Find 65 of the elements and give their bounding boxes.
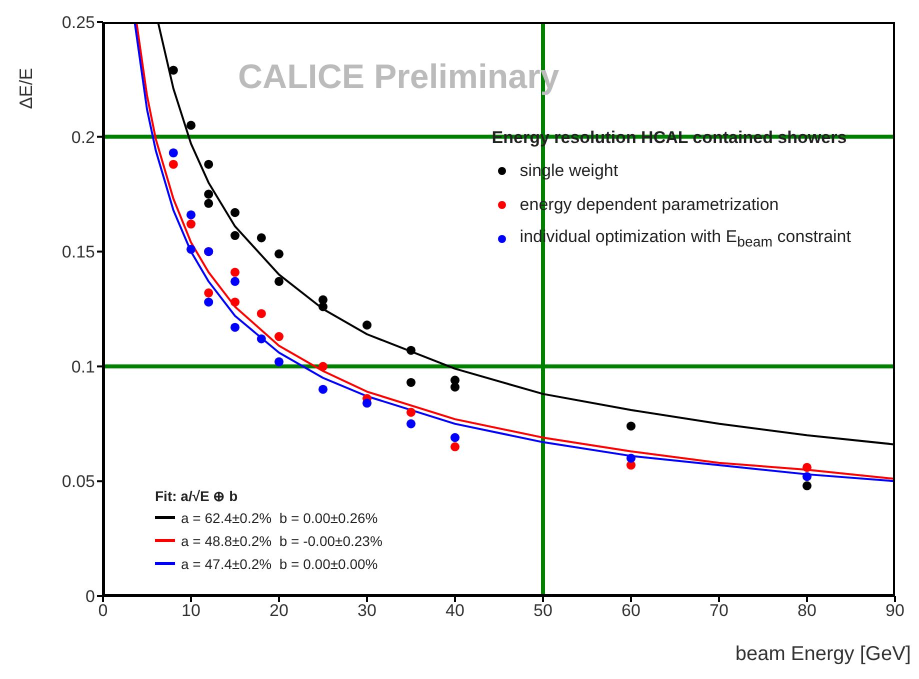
y-tick-label: 0.1 <box>71 357 95 376</box>
point <box>168 148 178 158</box>
point <box>204 198 214 208</box>
point <box>204 288 214 298</box>
y-tick-label: 0.15 <box>62 242 95 262</box>
annotation: Fit: a/√E ⊕ b <box>155 488 239 504</box>
point <box>802 462 812 472</box>
point <box>230 208 240 218</box>
x-axis-title: beam Energy [GeV] <box>735 643 911 666</box>
point <box>186 120 196 130</box>
x-tick-label: 70 <box>710 601 728 620</box>
x-tick-label: 0 <box>98 601 108 620</box>
point <box>230 298 240 307</box>
point <box>186 210 196 220</box>
point <box>450 433 460 442</box>
point <box>274 332 284 342</box>
point <box>406 419 416 428</box>
x-tick-label: 10 <box>182 601 200 620</box>
x-tick-label: 50 <box>534 601 552 620</box>
point <box>230 231 240 240</box>
point <box>450 382 460 392</box>
point <box>802 481 812 490</box>
point <box>168 66 178 75</box>
point <box>204 160 214 169</box>
point <box>362 320 372 330</box>
point <box>274 249 284 258</box>
point <box>626 454 636 463</box>
annotation: a = 47.4±0.2% b = 0.00±0.00% <box>181 556 378 572</box>
point <box>204 190 214 199</box>
point <box>318 362 328 371</box>
point <box>256 334 266 344</box>
point <box>318 384 328 394</box>
y-tick-label: 0 <box>86 587 95 606</box>
point <box>230 322 240 332</box>
point <box>406 346 416 355</box>
annotation: a = 62.4±0.2% b = 0.00±0.26% <box>181 510 378 526</box>
x-tick-label: 80 <box>798 601 816 620</box>
point <box>186 244 196 254</box>
point <box>274 276 284 286</box>
point <box>168 160 178 169</box>
x-tick-label: 60 <box>622 601 640 620</box>
point <box>256 233 266 242</box>
x-tick-label: 40 <box>446 601 464 620</box>
y-tick-label: 0.2 <box>71 128 95 147</box>
point <box>450 442 460 452</box>
point <box>230 276 240 286</box>
legend-title: Energy resolution HCAL contained showers <box>492 128 848 148</box>
point <box>274 357 284 366</box>
point <box>256 309 266 318</box>
point <box>626 422 636 431</box>
x-tick-label: 20 <box>270 601 288 620</box>
y-tick-label: 0.05 <box>62 472 95 492</box>
point <box>362 398 372 408</box>
point <box>802 472 812 482</box>
x-tick-label: 90 <box>886 601 904 620</box>
point <box>230 268 240 277</box>
point <box>318 302 328 312</box>
y-axis-title: ΔE/E <box>16 68 37 110</box>
point <box>406 408 416 417</box>
point <box>186 220 196 229</box>
annotation: a = 48.8±0.2% b = -0.00±0.23% <box>181 532 382 548</box>
point <box>406 378 416 387</box>
x-tick-label: 30 <box>358 601 376 620</box>
y-tick-label: 0.25 <box>62 13 95 32</box>
point <box>204 298 214 307</box>
